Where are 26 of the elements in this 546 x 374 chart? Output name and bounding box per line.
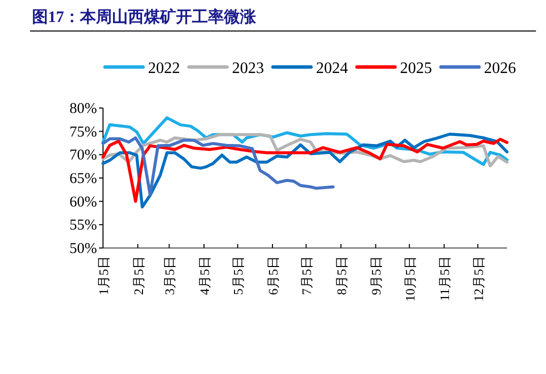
x-tick-label: 12月5日 [470, 256, 486, 302]
legend-label: 2022 [148, 60, 180, 77]
y-tick-label: 50% [70, 241, 97, 257]
y-tick-label: 60% [70, 194, 97, 210]
x-tick-label: 6月5日 [265, 256, 280, 295]
x-tick-label: 9月5日 [368, 256, 384, 295]
x-tick-label: 5月5日 [230, 256, 246, 295]
y-tick-label: 80% [70, 101, 97, 117]
x-tick-label: 7月5日 [299, 256, 314, 295]
x-tick-label: 8月5日 [334, 256, 349, 295]
title: 图17：本周山西煤矿开工率微涨 [32, 9, 256, 26]
y-tick-label: 65% [70, 171, 97, 187]
legend-label: 2024 [316, 60, 348, 77]
y-tick-label: 70% [70, 148, 97, 164]
y-tick-label: 75% [70, 124, 97, 140]
x-tick-label: 2月5日 [130, 256, 146, 295]
line-series [102, 136, 335, 196]
x-tick-label: 4月5日 [197, 256, 212, 295]
legend-label: 2026 [484, 60, 516, 77]
x-tick-label: 1月5日 [96, 256, 111, 295]
x-tick-label: 3月5日 [162, 256, 178, 295]
legend-label: 2023 [232, 60, 264, 77]
y-tick-label: 55% [70, 218, 97, 234]
x-tick-label: 11月5日 [437, 256, 452, 302]
x-tick-label: 10月5日 [402, 256, 418, 302]
legend-label: 2025 [400, 60, 432, 77]
